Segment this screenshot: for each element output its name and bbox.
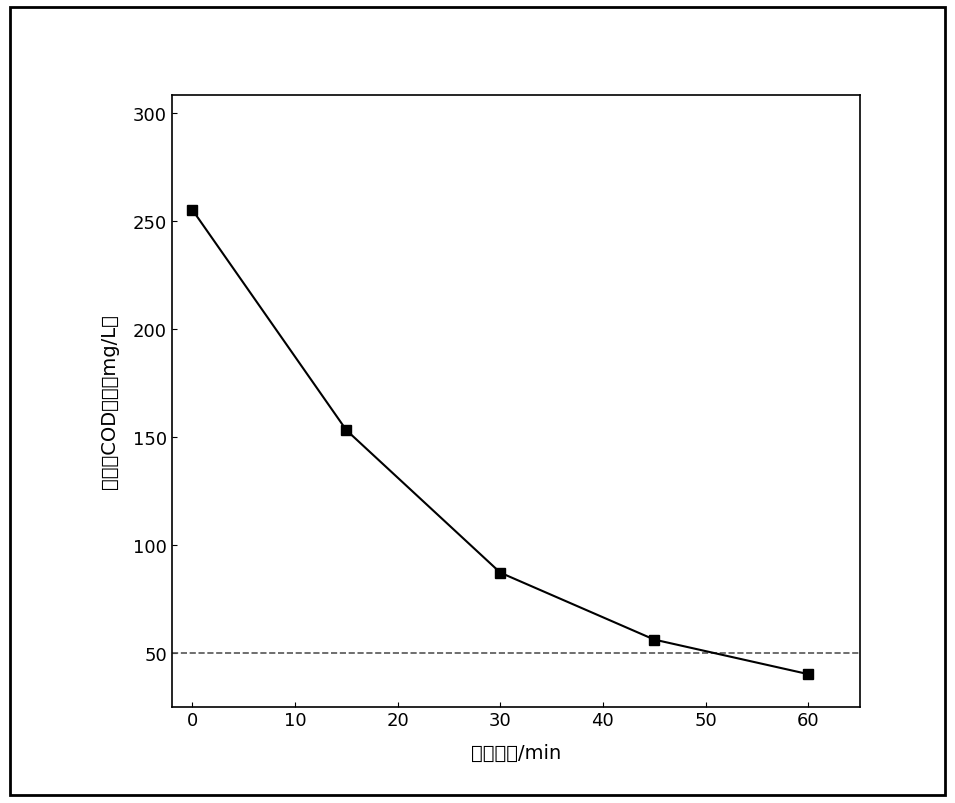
X-axis label: 反应时间/min: 反应时间/min	[471, 744, 561, 762]
Y-axis label: 废水中COD值／（mg/L）: 废水中COD值／（mg/L）	[100, 314, 119, 489]
